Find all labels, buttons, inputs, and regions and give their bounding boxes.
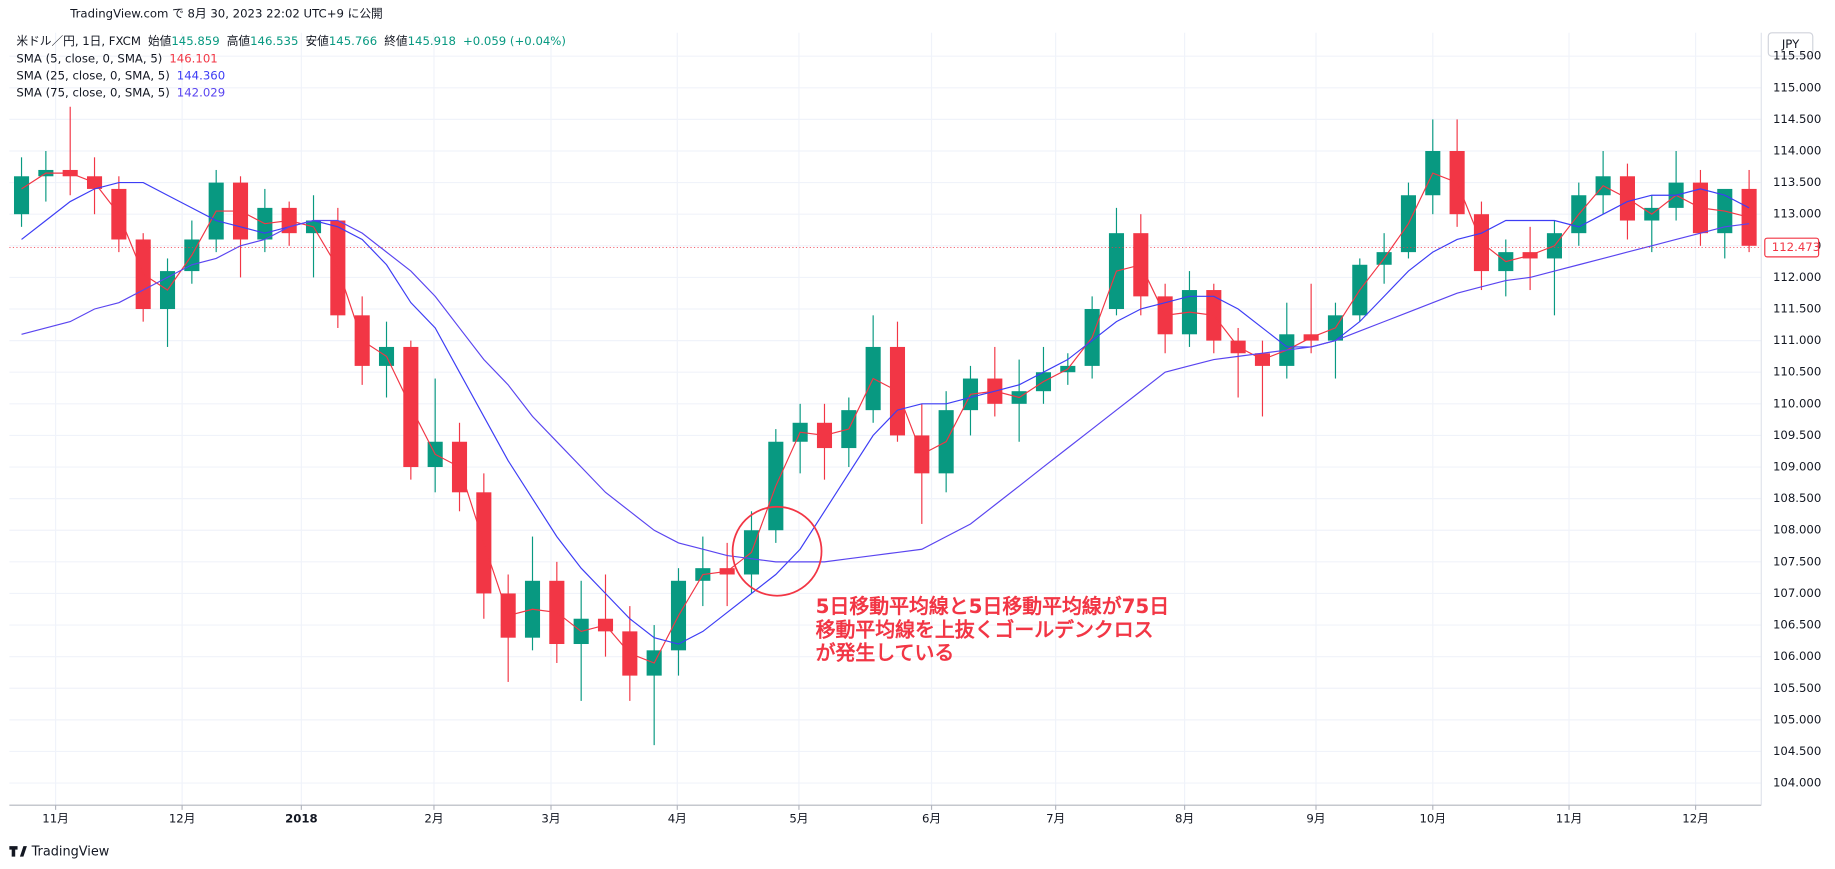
stat-value: 146.535 <box>250 33 298 47</box>
x-tick-label: 9月 <box>1306 812 1325 826</box>
footer-brand: TradingView <box>31 844 110 859</box>
plot <box>9 106 1762 746</box>
y-tick-label: 114.500 <box>1773 112 1821 126</box>
x-tick-label: 5月 <box>789 812 808 826</box>
y-tick-label: 110.500 <box>1773 365 1821 379</box>
y-tick-label: 106.000 <box>1773 649 1821 663</box>
x-tick-label: 6月 <box>922 812 941 826</box>
grid <box>9 32 1762 806</box>
stat-label: 始値 <box>148 33 172 47</box>
indicator-legend: SMA (5, close, 0, SMA, 5) 146.101 <box>16 51 217 65</box>
indicator-value: 144.360 <box>177 68 225 82</box>
last-price-box <box>1764 237 1820 258</box>
y-tick-label: 113.500 <box>1773 175 1821 189</box>
symbol-title: 米ドル／円, 1日, FXCM <box>16 33 141 47</box>
stat-value: 145.859 <box>171 33 219 47</box>
y-tick-label: 114.000 <box>1773 143 1821 157</box>
x-tick-label: 7月 <box>1046 812 1065 826</box>
x-tick-label: 12月 <box>1682 812 1709 826</box>
annotation: 移動平均線を上抜くゴールデンクロス <box>816 618 1154 641</box>
x-tick-label: 12月 <box>169 812 196 826</box>
indicator-name: SMA (25, close, 0, SMA, 5) <box>16 68 169 82</box>
y-tick-label: 105.500 <box>1773 681 1821 695</box>
stat-value: 145.918 <box>408 33 456 47</box>
y-tick-label: 106.500 <box>1773 618 1821 632</box>
indicator-legend: SMA (75, close, 0, SMA, 5) 142.029 <box>16 85 225 99</box>
publish-info: TradingView.com で 8月 30, 2023 22:02 UTC+… <box>69 7 383 21</box>
y-tick-label: 115.000 <box>1773 80 1821 94</box>
moving-average <box>21 219 1750 563</box>
y-tick-label: 107.500 <box>1773 554 1821 568</box>
stat-label: 安値 <box>305 33 329 47</box>
x-tick-label: 10月 <box>1420 812 1447 826</box>
currency-box[interactable] <box>1767 32 1814 57</box>
indicator-value: 146.101 <box>169 51 217 65</box>
indicator-legend: SMA (25, close, 0, SMA, 5) 144.360 <box>16 68 225 82</box>
x-tick-label: 3月 <box>541 812 560 826</box>
footer-logo <box>9 846 27 857</box>
x-tick-label: 2018 <box>285 812 318 826</box>
y-tick-label: 109.500 <box>1773 428 1821 442</box>
y-tick-label: 107.000 <box>1773 586 1821 600</box>
currency[interactable]: JPY <box>1781 37 1800 51</box>
y-tick-label: 112.000 <box>1773 270 1821 284</box>
x-tick-label: 2月 <box>424 812 443 826</box>
change: +0.059 (+0.04%) <box>463 33 566 47</box>
indicator-name: SMA (75, close, 0, SMA, 5) <box>16 85 169 99</box>
x-tick-label: 11月 <box>1556 812 1583 826</box>
y-tick-label: 104.000 <box>1773 776 1821 790</box>
annotation: が発生している <box>816 642 955 665</box>
moving-average <box>21 182 1750 645</box>
y-tick-label: 111.500 <box>1773 302 1821 316</box>
y-tick-label: 108.500 <box>1773 491 1821 505</box>
y-tick-label: 104.500 <box>1773 744 1821 758</box>
indicator-name: SMA (5, close, 0, SMA, 5) <box>16 51 162 65</box>
symbol-legend: 米ドル／円, 1日, FXCM 始値145.859 高値146.535 安値145.7… <box>16 33 566 47</box>
y-tick-label: 113.000 <box>1773 207 1821 221</box>
stat-label: 終値 <box>384 33 408 47</box>
y-tick-label: 111.000 <box>1773 333 1821 347</box>
x-tick-label: 8月 <box>1175 812 1194 826</box>
candle-body <box>1741 188 1757 246</box>
last-price-label: 112.473 <box>1772 240 1820 254</box>
indicator-value: 142.029 <box>177 85 225 99</box>
y-tick-label: 105.000 <box>1773 712 1821 726</box>
y-tick-label: 108.000 <box>1773 523 1821 537</box>
highlight-circle <box>731 505 823 597</box>
stat-value: 145.766 <box>329 33 377 47</box>
y-tick-label: 115.500 <box>1773 49 1821 63</box>
x-tick-label: 11月 <box>42 812 69 826</box>
y-tick-label: 109.000 <box>1773 460 1821 474</box>
x-tick-label: 4月 <box>668 812 687 826</box>
moving-average <box>21 172 1750 664</box>
y-tick-label: 110.000 <box>1773 396 1821 410</box>
stat-label: 高値 <box>227 33 251 47</box>
annotation: 5日移動平均線と5日移動平均線が75日 <box>816 595 1169 618</box>
candle-body <box>13 176 30 215</box>
